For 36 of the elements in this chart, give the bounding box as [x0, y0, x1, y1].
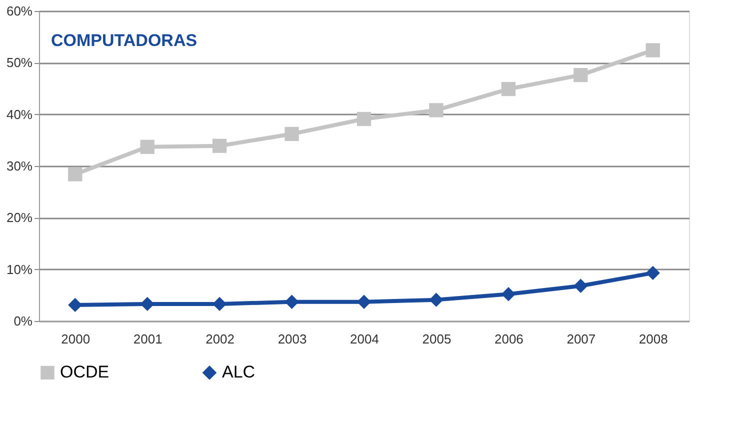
point	[284, 126, 299, 142]
point	[501, 287, 516, 302]
x-tick-label: 2001	[133, 332, 162, 346]
y-tick-label: 60%	[6, 4, 33, 18]
y-tick-label: 0%	[14, 314, 33, 328]
x-tick-label: 2000	[61, 332, 90, 346]
point	[356, 112, 372, 126]
y-tick-label: 10%	[6, 262, 33, 277]
point	[429, 292, 444, 307]
y-tick-label: 40%	[6, 106, 33, 122]
point	[574, 278, 588, 293]
point	[429, 103, 444, 118]
y-tick-label: 30%	[6, 158, 33, 174]
x-tick-label: 2002	[206, 332, 235, 346]
y-tick-label: 50%	[6, 55, 33, 70]
x-tick-label: 2008	[638, 332, 668, 346]
point	[212, 138, 227, 153]
point	[68, 298, 82, 312]
y-tick-label: 20%	[6, 210, 33, 226]
point	[140, 140, 154, 154]
x-tick-label: 2003	[278, 332, 307, 346]
legend-label: ALC	[222, 362, 256, 382]
x-tick-label: 2004	[350, 332, 379, 346]
point	[574, 68, 588, 82]
legend-label: OCDE	[60, 362, 110, 382]
point	[501, 82, 516, 96]
point	[284, 294, 299, 309]
text: COMPUTADORAS	[51, 31, 198, 50]
point	[646, 43, 660, 58]
x-tick-label: 2006	[494, 332, 524, 346]
point	[68, 167, 82, 182]
point	[140, 296, 154, 312]
x-tick-label: 2007	[566, 332, 596, 346]
point	[646, 266, 660, 280]
point	[356, 294, 372, 309]
x-tick-label: 2005	[422, 332, 452, 346]
